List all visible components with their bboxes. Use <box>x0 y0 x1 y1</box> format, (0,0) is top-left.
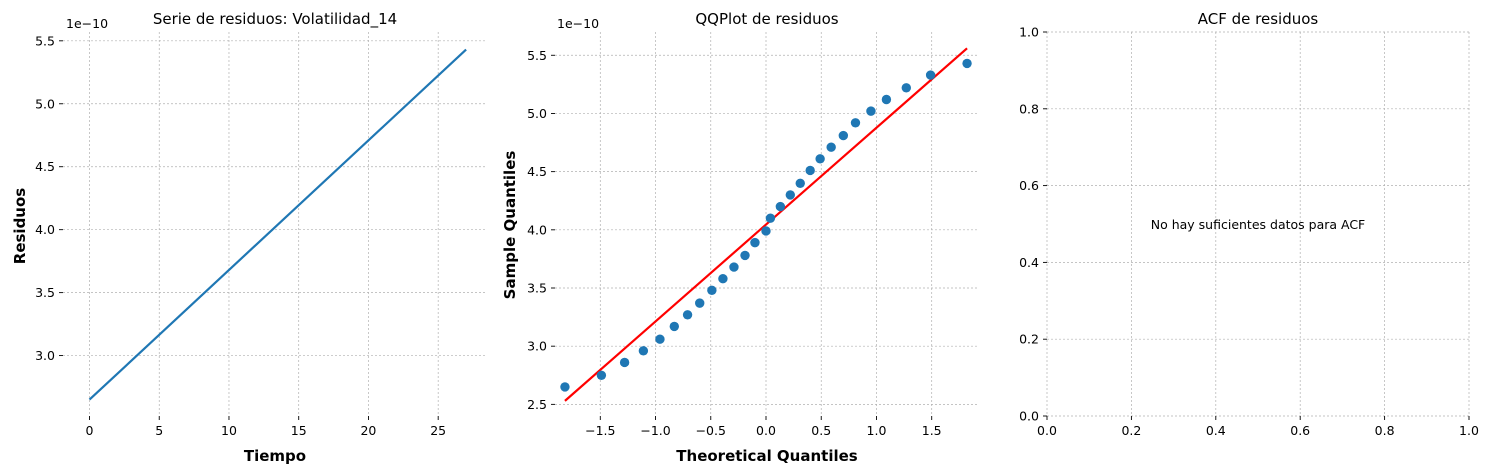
residual-series-ytick-label: 3.5 <box>35 285 55 300</box>
acf-panel: 0.0 0.2 0.4 0.6 0.8 1.0 0.0 0.2 0.4 0.6 0.8 1.0 ACF… <box>1019 10 1479 438</box>
acf-ytick-label: 1.0 <box>1019 25 1039 40</box>
residual-series-panel: 0 5 10 15 20 25 3.0 3.5 4.0 4.5 5.0 5.5 Serie de re… <box>11 10 487 465</box>
residual-series-xtick-label: 20 <box>360 423 376 438</box>
qqplot-point <box>765 213 776 223</box>
residual-series-xtick-label: 10 <box>221 423 237 438</box>
qqplot-point <box>795 178 805 188</box>
qqplot-xtick-label: −1.5 <box>585 423 615 438</box>
qqplot-point <box>761 226 771 236</box>
qqplot-point <box>881 94 892 105</box>
qqplot-point <box>850 118 861 128</box>
acf-ytick-label: 0.0 <box>1019 409 1039 424</box>
residual-series-title: Serie de residuos: Volatilidad_14 <box>153 10 397 29</box>
acf-ytick-label: 0.2 <box>1019 332 1039 347</box>
residual-series-xlabel: Tiempo <box>244 447 306 465</box>
residual-series-xtick-label: 0 <box>86 423 94 438</box>
residual-series-ylabel: Residuos <box>11 188 29 265</box>
qqplot-point <box>805 165 815 176</box>
qqplot-point <box>619 357 630 368</box>
qqplot-xtick-label: 1.0 <box>867 423 887 438</box>
qqplot-ytick-label: 5.5 <box>527 48 547 63</box>
qqplot-point <box>655 334 665 344</box>
residual-series-xtick-label: 25 <box>430 423 446 438</box>
qqplot-xtick-label: 1.5 <box>922 423 942 438</box>
qqplot-point <box>815 154 825 164</box>
qqplot-xtick-label: 0.5 <box>811 423 831 438</box>
qqplot-title: QQPlot de residuos <box>695 10 838 28</box>
acf-title: ACF de residuos <box>1198 10 1319 28</box>
qqplot-point <box>596 370 607 380</box>
acf-ytick-label: 0.4 <box>1019 255 1039 270</box>
qqplot-point <box>866 106 876 116</box>
qqplot-point <box>740 250 750 261</box>
qqplot-point <box>729 262 739 272</box>
qqplot-ytick-label: 3.5 <box>527 281 547 296</box>
qqplot-point <box>695 298 705 308</box>
qqplot-point <box>775 201 786 212</box>
qqplot-ytick-label: 4.5 <box>527 164 547 179</box>
qqplot-xtick-label: −1.0 <box>640 423 670 438</box>
residual-series-ytick-label: 4.5 <box>35 159 55 174</box>
acf-xtick-label: 0.4 <box>1206 423 1226 438</box>
qqplot-point <box>925 70 936 80</box>
acf-ytick-label: 0.6 <box>1019 178 1039 193</box>
qqplot-panel: −1.5 −1.0 −0.5 0.0 0.5 1.0 1.5 2.5 3.0 3.5 4.0 4.5 5… <box>501 10 977 465</box>
qqplot-point <box>718 273 728 284</box>
qqplot-point <box>962 58 972 69</box>
qqplot-ytick-label: 5.0 <box>527 106 547 121</box>
acf-xtick-label: 0.0 <box>1037 423 1057 438</box>
qqplot-point <box>707 285 717 296</box>
qqplot-xlabel: Theoretical Quantiles <box>676 447 858 465</box>
qqplot-point <box>901 83 911 93</box>
qqplot-point <box>682 310 693 320</box>
qqplot-point <box>669 321 680 332</box>
qqplot-reference-line <box>564 47 968 402</box>
qqplot-point <box>826 142 836 152</box>
acf-xtick-label: 0.6 <box>1290 423 1310 438</box>
qqplot-xtick-label: −0.5 <box>696 423 726 438</box>
residual-series-xtick-label: 15 <box>291 423 307 438</box>
qqplot-ytick-label: 4.0 <box>527 222 547 237</box>
qqplot-offset-text: 1e−10 <box>557 16 599 31</box>
qqplot-xtick-label: 0.0 <box>756 423 776 438</box>
qqplot-point <box>750 237 760 248</box>
qqplot-ytick-label: 2.5 <box>527 397 547 412</box>
qqplot-point <box>638 346 649 356</box>
qqplot-point <box>838 130 849 141</box>
residual-series-ytick-label: 5.5 <box>35 33 55 48</box>
residual-series-xtick-label: 5 <box>155 423 163 438</box>
acf-xtick-label: 0.2 <box>1121 423 1141 438</box>
qqplot-ytick-label: 3.0 <box>527 339 547 354</box>
residual-series-ytick-label: 4.0 <box>35 222 55 237</box>
qqplot-point <box>560 382 570 392</box>
acf-annotation: No hay suficientes datos para ACF <box>1151 217 1366 232</box>
residual-series-ytick-label: 5.0 <box>35 96 55 111</box>
qqplot-point <box>785 190 796 200</box>
residual-series-offset-text: 1e−10 <box>66 16 108 31</box>
residual-series-ytick-label: 3.0 <box>35 348 55 363</box>
residual-series-series-line <box>88 48 467 401</box>
acf-xtick-label: 0.8 <box>1375 423 1395 438</box>
acf-ytick-label: 0.8 <box>1019 101 1039 116</box>
acf-xtick-label: 1.0 <box>1459 423 1479 438</box>
qqplot-ylabel: Sample Quantiles <box>501 151 519 300</box>
